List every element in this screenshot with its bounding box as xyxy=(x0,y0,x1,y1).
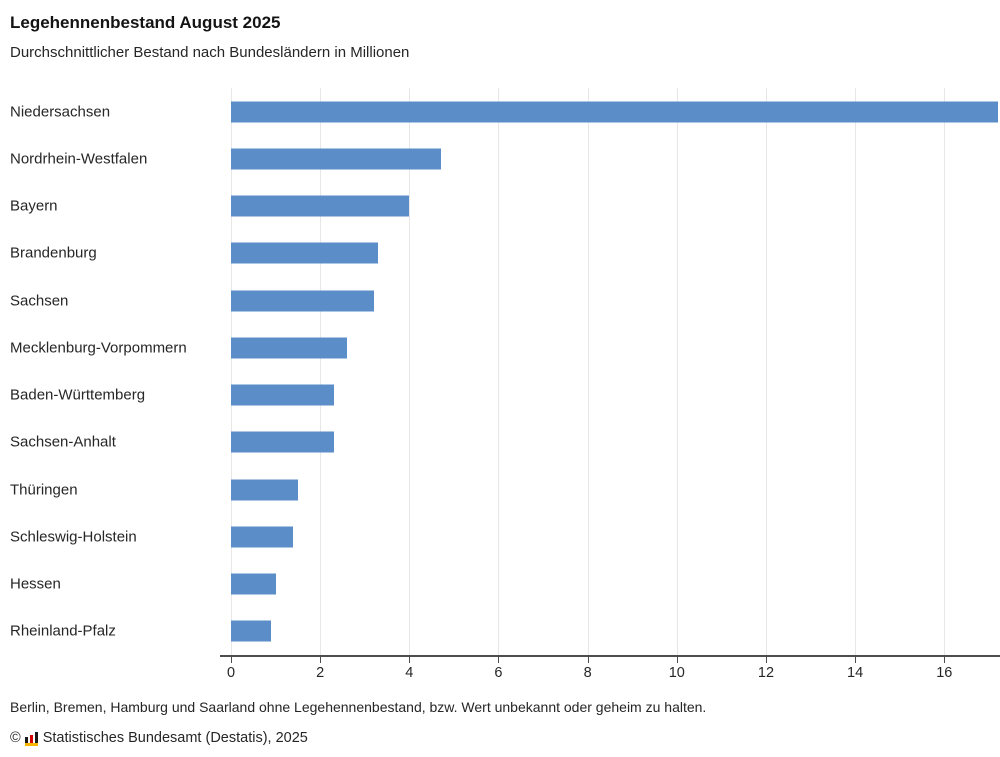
category-label: Brandenburg xyxy=(10,244,97,262)
axis-tick-label: 8 xyxy=(583,665,592,681)
axis-tick xyxy=(231,657,232,663)
footnote: Berlin, Bremen, Hamburg und Saarland ohn… xyxy=(10,699,707,715)
copyright-symbol: © xyxy=(10,730,21,746)
x-axis: 0 2 4 6 8 10 12 14 16 xyxy=(0,655,1000,687)
axis-tick xyxy=(944,657,946,663)
bar-row: Niedersachsen xyxy=(0,88,1000,135)
bar xyxy=(231,431,334,453)
category-label: Rheinland-Pfalz xyxy=(10,622,116,640)
bar-row: Nordrhein-Westfalen xyxy=(0,135,1000,182)
category-label: Hessen xyxy=(10,575,61,593)
logo-bar-black-icon xyxy=(24,736,28,743)
axis-tick-label: 4 xyxy=(405,665,414,681)
logo-bar-dark-icon xyxy=(34,731,38,743)
category-label: Schleswig-Holstein xyxy=(10,528,137,546)
axis-tick xyxy=(587,657,589,663)
category-label: Nordrhein-Westfalen xyxy=(10,150,148,168)
bar-rows: Niedersachsen Nordrhein-Westfalen Bayern Br… xyxy=(0,88,1000,655)
bar-track xyxy=(231,88,1000,135)
axis-tick xyxy=(320,657,322,663)
bar xyxy=(231,148,441,170)
bar-row: Bayern xyxy=(0,183,1000,230)
chart-title: Legehennenbestand August 2025 xyxy=(10,13,281,32)
axis-tick-label: 14 xyxy=(847,665,864,681)
gridline xyxy=(944,88,946,655)
gridline xyxy=(320,88,322,655)
bar-chart: Niedersachsen Nordrhein-Westfalen Bayern Br… xyxy=(0,88,1000,655)
bar xyxy=(231,337,347,359)
bar-track xyxy=(231,277,1000,324)
x-axis-ticks: 0 2 4 6 8 10 12 14 16 xyxy=(227,655,1000,687)
bar-row: Schleswig-Holstein xyxy=(0,513,1000,560)
bar-row: Baden-Württemberg xyxy=(0,372,1000,419)
copyright-line: © Statistisches Bundesamt (Destatis), 20… xyxy=(10,730,308,746)
gridline xyxy=(676,88,678,655)
bar xyxy=(231,242,379,264)
axis-tick xyxy=(855,657,857,663)
axis-tick-label: 16 xyxy=(936,665,953,681)
bar-row: Mecklenburg-Vorpommern xyxy=(0,324,1000,371)
gridline xyxy=(765,88,767,655)
bar-track xyxy=(231,419,1000,466)
bar xyxy=(231,290,374,312)
axis-tick-label: 10 xyxy=(668,665,685,681)
bar-track xyxy=(231,608,1000,655)
gridline xyxy=(231,88,232,655)
bar-row: Hessen xyxy=(0,561,1000,608)
destatis-logo-icon xyxy=(24,731,39,746)
axis-tick-label: 6 xyxy=(494,665,503,681)
bar-track xyxy=(231,183,1000,230)
bar-row: Rheinland-Pfalz xyxy=(0,608,1000,655)
bar-track xyxy=(231,513,1000,560)
chart-subtitle: Durchschnittlicher Bestand nach Bundeslä… xyxy=(10,44,410,61)
axis-tick-label: 2 xyxy=(316,665,325,681)
bar-row: Brandenburg xyxy=(0,230,1000,277)
plot-gridlines xyxy=(231,88,1000,655)
source-label: Statistisches Bundesamt (Destatis), 2025 xyxy=(42,730,308,746)
category-label: Thüringen xyxy=(10,481,78,499)
axis-tick xyxy=(765,657,767,663)
bar xyxy=(231,620,272,642)
category-label: Sachsen xyxy=(10,292,69,310)
bar xyxy=(231,573,276,595)
logo-bar-red-icon xyxy=(29,734,33,743)
bar-track xyxy=(231,372,1000,419)
category-label: Bayern xyxy=(10,197,58,215)
bar-track xyxy=(231,135,1000,182)
bar xyxy=(231,526,294,548)
gridline xyxy=(409,88,411,655)
bar xyxy=(231,384,334,406)
bar-track xyxy=(231,230,1000,277)
bar xyxy=(231,195,410,217)
category-label: Sachsen-Anhalt xyxy=(10,433,116,451)
bar-row: Thüringen xyxy=(0,466,1000,513)
category-label: Baden-Württemberg xyxy=(10,386,146,404)
axis-tick xyxy=(409,657,411,663)
axis-tick-label: 0 xyxy=(226,665,236,681)
category-label: Mecklenburg-Vorpommern xyxy=(10,339,187,357)
bar xyxy=(231,479,298,501)
bar-track xyxy=(231,466,1000,513)
x-axis-line xyxy=(220,655,1000,657)
bar-track xyxy=(231,561,1000,608)
gridline xyxy=(498,88,500,655)
gridline xyxy=(587,88,589,655)
axis-tick-label: 12 xyxy=(757,665,775,681)
axis-tick xyxy=(498,657,500,663)
bar-row: Sachsen xyxy=(0,277,1000,324)
bar xyxy=(231,101,998,123)
gridline xyxy=(855,88,857,655)
bar-track xyxy=(231,324,1000,371)
logo-base-yellow-icon xyxy=(24,743,38,746)
bar-row: Sachsen-Anhalt xyxy=(0,419,1000,466)
axis-tick xyxy=(676,657,678,663)
category-label: Niedersachsen xyxy=(10,103,111,121)
